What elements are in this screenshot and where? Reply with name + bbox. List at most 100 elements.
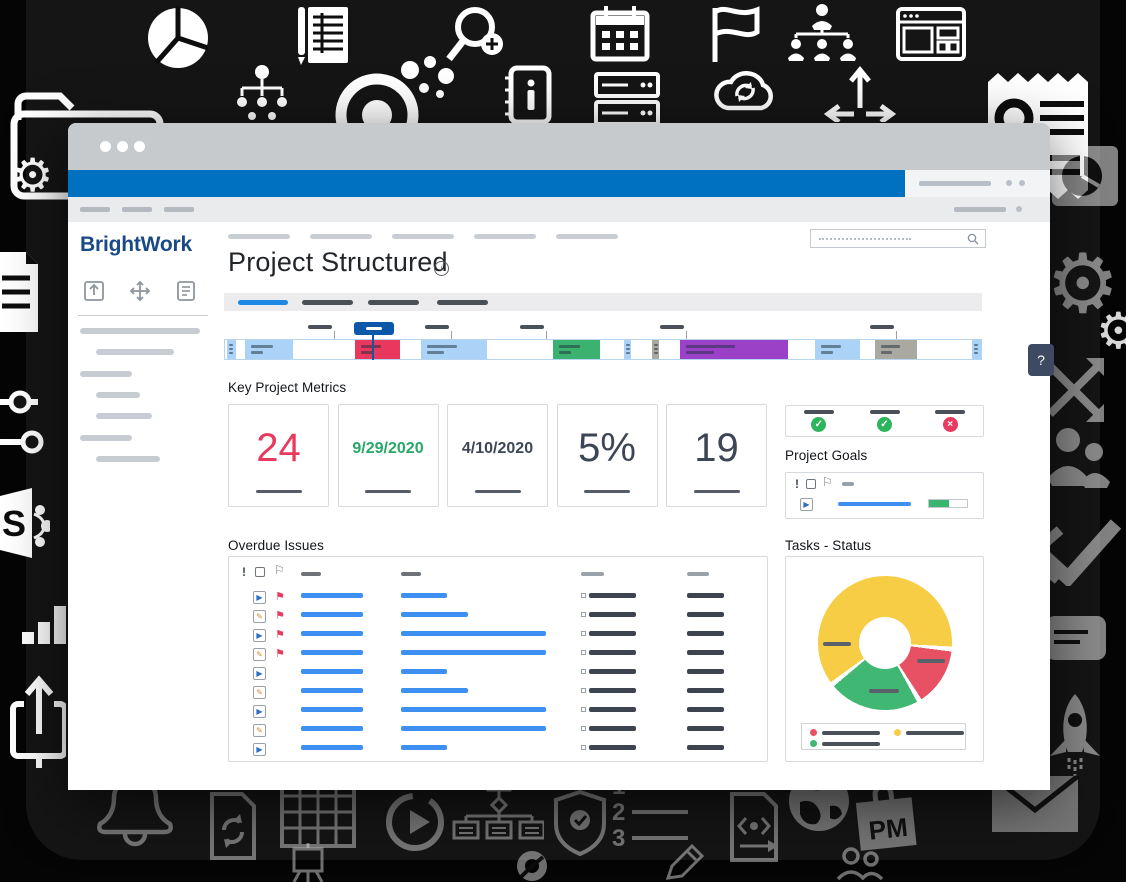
issue-detail-placeholder[interactable] <box>401 631 546 636</box>
issue-row[interactable]: ✎ ⚑ <box>229 609 769 626</box>
top-nav-placeholder[interactable] <box>392 234 454 239</box>
gantt-bar[interactable] <box>624 340 631 359</box>
window-control-dot[interactable] <box>134 141 145 152</box>
issue-checkbox[interactable] <box>581 688 586 693</box>
metric-card[interactable]: 4/10/2020 <box>447 404 548 507</box>
sidebar-nav-placeholder[interactable] <box>96 413 152 419</box>
top-nav-placeholder[interactable] <box>474 234 536 239</box>
search-icon[interactable] <box>967 233 979 245</box>
issue-detail-placeholder[interactable] <box>401 707 546 712</box>
brightwork-logo[interactable]: BrightWork <box>80 233 192 256</box>
metric-card[interactable]: 19 <box>666 404 767 507</box>
issue-checkbox[interactable] <box>581 593 586 598</box>
gantt-bar[interactable] <box>875 340 917 359</box>
sidebar-nav-placeholder[interactable] <box>80 371 132 377</box>
edit-icon[interactable]: ✎ <box>253 648 266 661</box>
issue-checkbox[interactable] <box>581 650 586 655</box>
sidebar-nav-placeholder[interactable] <box>80 328 200 334</box>
top-nav-placeholder[interactable] <box>228 234 290 239</box>
play-icon[interactable]: ▶ <box>253 705 266 718</box>
metric-card[interactable]: 9/29/2020 <box>337 404 439 507</box>
milestone-flag[interactable] <box>354 322 394 335</box>
gantt-bar[interactable] <box>553 340 600 359</box>
ribbon-tab-placeholder[interactable] <box>80 207 110 212</box>
gantt-bar[interactable] <box>245 340 293 359</box>
issue-title-placeholder[interactable] <box>301 650 363 655</box>
search-input[interactable] <box>810 229 986 248</box>
issue-checkbox[interactable] <box>581 631 586 636</box>
issue-checkbox[interactable] <box>581 745 586 750</box>
issue-row[interactable]: ▶ ⚑ <box>229 590 769 607</box>
page-icon[interactable] <box>174 279 198 303</box>
issue-title-placeholder[interactable] <box>301 612 363 617</box>
issue-checkbox[interactable] <box>581 726 586 731</box>
issue-title-placeholder[interactable] <box>301 669 363 674</box>
gantt-bar[interactable] <box>652 340 659 359</box>
issue-detail-placeholder[interactable] <box>401 593 447 598</box>
issue-row[interactable]: ✎ <box>229 686 769 702</box>
tab-inactive[interactable] <box>368 299 419 305</box>
issue-checkbox[interactable] <box>581 707 586 712</box>
issue-detail-placeholder[interactable] <box>401 688 468 693</box>
issue-row[interactable]: ✎ <box>229 724 769 740</box>
checkbox-header-icon[interactable] <box>255 567 265 577</box>
gantt-bar[interactable] <box>355 340 400 359</box>
tab-inactive[interactable] <box>437 299 488 305</box>
issue-detail-placeholder[interactable] <box>401 745 447 750</box>
ribbon-icon-dot[interactable] <box>1016 206 1022 212</box>
play-icon[interactable]: ▶ <box>253 591 266 604</box>
issue-row[interactable]: ▶ <box>229 743 769 759</box>
ribbon-tab-placeholder[interactable] <box>122 207 152 212</box>
play-icon[interactable]: ▶ <box>253 743 266 756</box>
issue-title-placeholder[interactable] <box>301 726 363 731</box>
issue-detail-placeholder[interactable] <box>401 612 468 617</box>
issue-detail-placeholder[interactable] <box>401 669 447 674</box>
edit-icon[interactable]: ✎ <box>253 686 266 699</box>
suite-icon-dot[interactable] <box>1019 180 1025 186</box>
goals-card[interactable]: ! ⚐ ▶ <box>785 472 984 519</box>
metric-card[interactable]: 5% <box>556 404 658 507</box>
gantt-bar[interactable] <box>972 340 981 359</box>
issue-row[interactable]: ▶ ⚑ <box>229 628 769 645</box>
play-icon[interactable]: ▶ <box>253 629 266 642</box>
move-icon[interactable] <box>128 279 152 303</box>
info-icon[interactable]: i <box>434 261 449 276</box>
metric-card[interactable]: 24 <box>228 404 329 507</box>
checkbox-header-icon[interactable] <box>806 479 816 489</box>
play-icon[interactable]: ▶ <box>253 667 266 680</box>
status-summary-card[interactable]: ✓ ✓ × <box>785 405 984 437</box>
share-up-icon[interactable] <box>82 279 106 303</box>
suite-icon-dot[interactable] <box>1006 180 1012 186</box>
window-control-dot[interactable] <box>100 141 111 152</box>
issue-title-placeholder[interactable] <box>301 745 363 750</box>
sidebar-nav-placeholder[interactable] <box>96 456 160 462</box>
edit-icon[interactable]: ✎ <box>253 610 266 623</box>
edit-icon[interactable]: ✎ <box>253 724 266 737</box>
sidebar-nav-placeholder[interactable] <box>96 349 174 355</box>
issue-checkbox[interactable] <box>581 669 586 674</box>
tab-active[interactable] <box>238 299 288 305</box>
issue-detail-placeholder[interactable] <box>401 726 546 731</box>
help-button[interactable]: ? <box>1028 344 1054 376</box>
tab-inactive[interactable] <box>302 299 353 305</box>
issue-title-placeholder[interactable] <box>301 593 363 598</box>
issue-detail-placeholder[interactable] <box>401 650 546 655</box>
top-nav-placeholder[interactable] <box>556 234 618 239</box>
gantt-bar[interactable] <box>421 340 487 359</box>
issue-checkbox[interactable] <box>581 612 586 617</box>
gantt-bar[interactable] <box>815 340 860 359</box>
issue-row[interactable]: ▶ <box>229 667 769 683</box>
issue-row[interactable]: ✎ ⚑ <box>229 647 769 664</box>
goal-title-placeholder[interactable] <box>838 502 911 506</box>
top-nav-placeholder[interactable] <box>310 234 372 239</box>
window-control-dot[interactable] <box>117 141 128 152</box>
play-icon[interactable]: ▶ <box>800 498 813 511</box>
gantt-bar[interactable] <box>680 340 788 359</box>
issue-title-placeholder[interactable] <box>301 707 363 712</box>
ribbon-tab-placeholder[interactable] <box>164 207 194 212</box>
gantt-bar[interactable] <box>227 340 236 359</box>
sidebar-nav-placeholder[interactable] <box>80 435 132 441</box>
issue-row[interactable]: ▶ <box>229 705 769 721</box>
issue-title-placeholder[interactable] <box>301 688 363 693</box>
sidebar-nav-placeholder[interactable] <box>96 392 140 398</box>
